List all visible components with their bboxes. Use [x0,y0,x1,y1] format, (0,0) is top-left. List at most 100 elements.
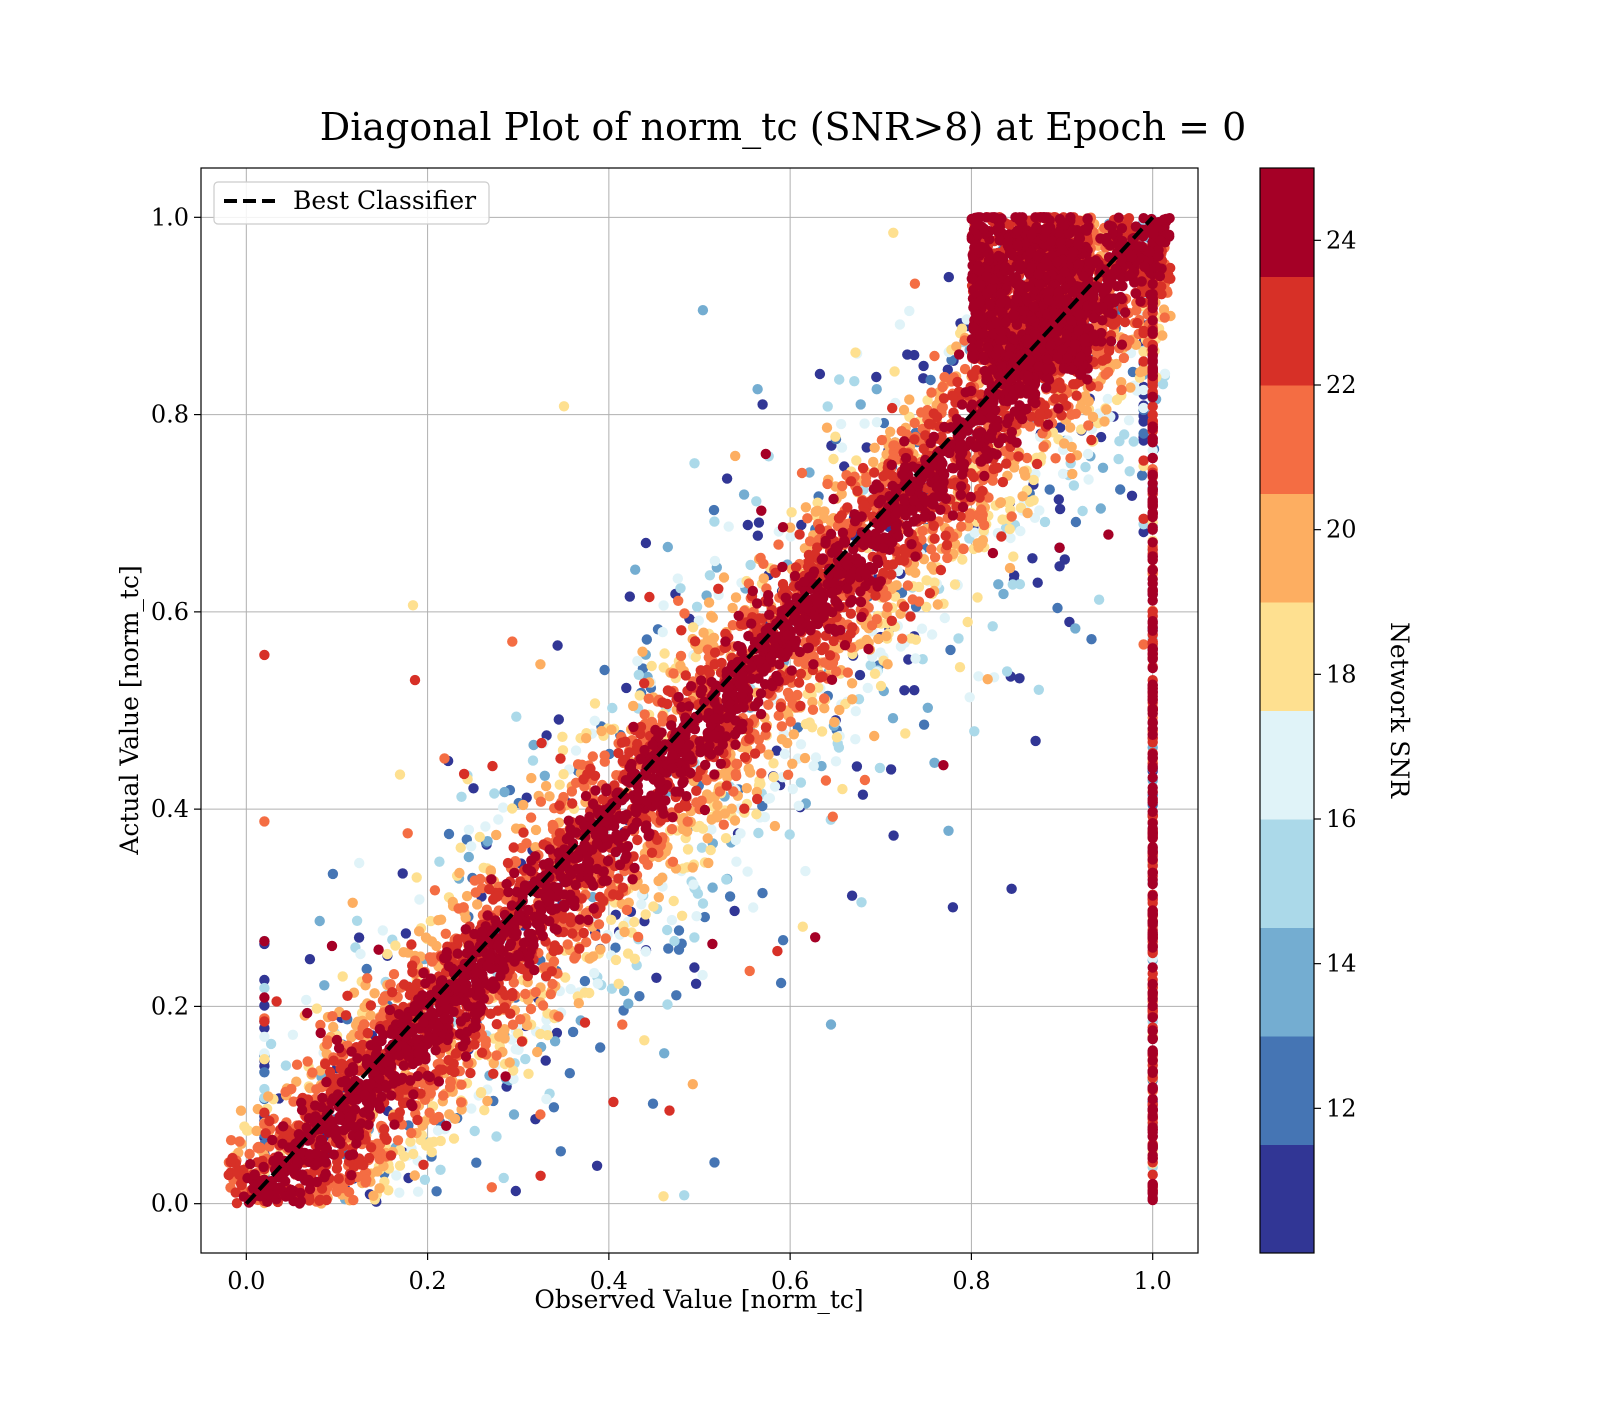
scatter-point [344,1187,354,1197]
scatter-point [623,999,633,1009]
scatter-point [552,640,562,650]
scatter-point [301,995,311,1005]
scatter-point [688,622,698,632]
scatter-point [464,852,474,862]
scatter-point [1099,416,1109,426]
scatter-point [663,685,673,695]
scatter-point [1115,484,1125,494]
scatter-point [822,423,832,433]
scatter-point [410,1170,420,1180]
scatter-point [836,419,846,429]
scatter-point [1019,466,1029,476]
scatter-point [435,1165,445,1175]
scatter-point [872,417,882,427]
scatter-point [1006,884,1016,894]
scatter-point [628,701,638,711]
scatter-point [731,592,741,602]
scatter-point [976,504,986,514]
scatter-point [688,1079,698,1089]
scatter-point [772,946,782,956]
scatter-point [407,986,417,996]
scatter-point [641,946,651,956]
scatter-point [881,591,891,601]
scatter-point [840,640,850,650]
scatter-point [876,681,886,691]
scatter-point [634,991,644,1001]
scatter-point [817,726,827,736]
scatter-point [802,513,812,523]
scatter-point [818,672,828,682]
scatter-point [742,866,752,876]
scatter-point [348,898,358,908]
scatter-point [395,769,405,779]
scatter-point [359,1019,369,1029]
scatter-point [973,671,983,681]
scatter-point [770,781,780,791]
scatter-point [997,514,1007,524]
scatter-point [1045,484,1055,494]
scatter-point [1054,561,1064,571]
scatter-point [936,565,946,575]
scatter-point [911,635,921,645]
scatter-point [811,507,821,517]
scatter-point [863,683,873,693]
scatter-point [406,939,416,949]
scatter-point [311,1084,321,1094]
scatter-point [259,936,269,946]
scatter-point [479,1105,489,1115]
scatter-point [837,442,847,452]
scatter-point [518,800,528,810]
scatter-point [918,361,928,371]
scatter-point [744,763,754,773]
scatter-point [259,816,269,826]
scatter-point [528,755,538,765]
scatter-point [889,366,899,376]
scatter-point [697,843,707,853]
scatter-point [466,841,476,851]
scatter-point [413,1187,423,1197]
scatter-point [546,989,556,999]
scatter-point [763,794,773,804]
scatter-point [778,522,788,532]
scatter-point [414,926,424,936]
scatter-point [606,915,616,925]
scatter-point [757,399,767,409]
scatter-point [721,833,731,843]
scatter-point [280,1087,290,1097]
scatter-point [942,553,952,563]
scatter-point [832,732,842,742]
scatter-point [464,825,474,835]
scatter-point [713,584,723,594]
scatter-point [1083,474,1093,484]
scatter-point [523,1069,533,1079]
scatter-point [312,1003,322,1013]
scatter-point [1125,382,1135,392]
scatter-point [869,731,879,741]
scatter-point [858,790,868,800]
scatter-point [553,836,563,846]
scatter-point [847,891,857,901]
scatter-point [1138,455,1148,465]
scatter-point [773,539,783,549]
scatter-point [363,1028,373,1038]
scatter-point [459,769,469,779]
scatter-point [574,944,584,954]
scatter-point [899,601,909,611]
scatter-point [828,454,838,464]
scatter-point [752,794,762,804]
scatter-point [403,828,413,838]
scatter-point [801,502,811,512]
scatter-point [639,1035,649,1045]
scatter-point [487,1182,497,1192]
scatter-point [599,665,609,675]
scatter-point [756,768,766,778]
scatter-point [662,999,672,1009]
scatter-point [408,600,418,610]
scatter-point [705,570,715,580]
scatter-point [691,786,701,796]
scatter-point [469,1039,479,1049]
scatter-point [709,1157,719,1167]
scatter-point [794,678,804,688]
scatter-point [950,579,960,589]
scatter-point [482,1096,492,1106]
